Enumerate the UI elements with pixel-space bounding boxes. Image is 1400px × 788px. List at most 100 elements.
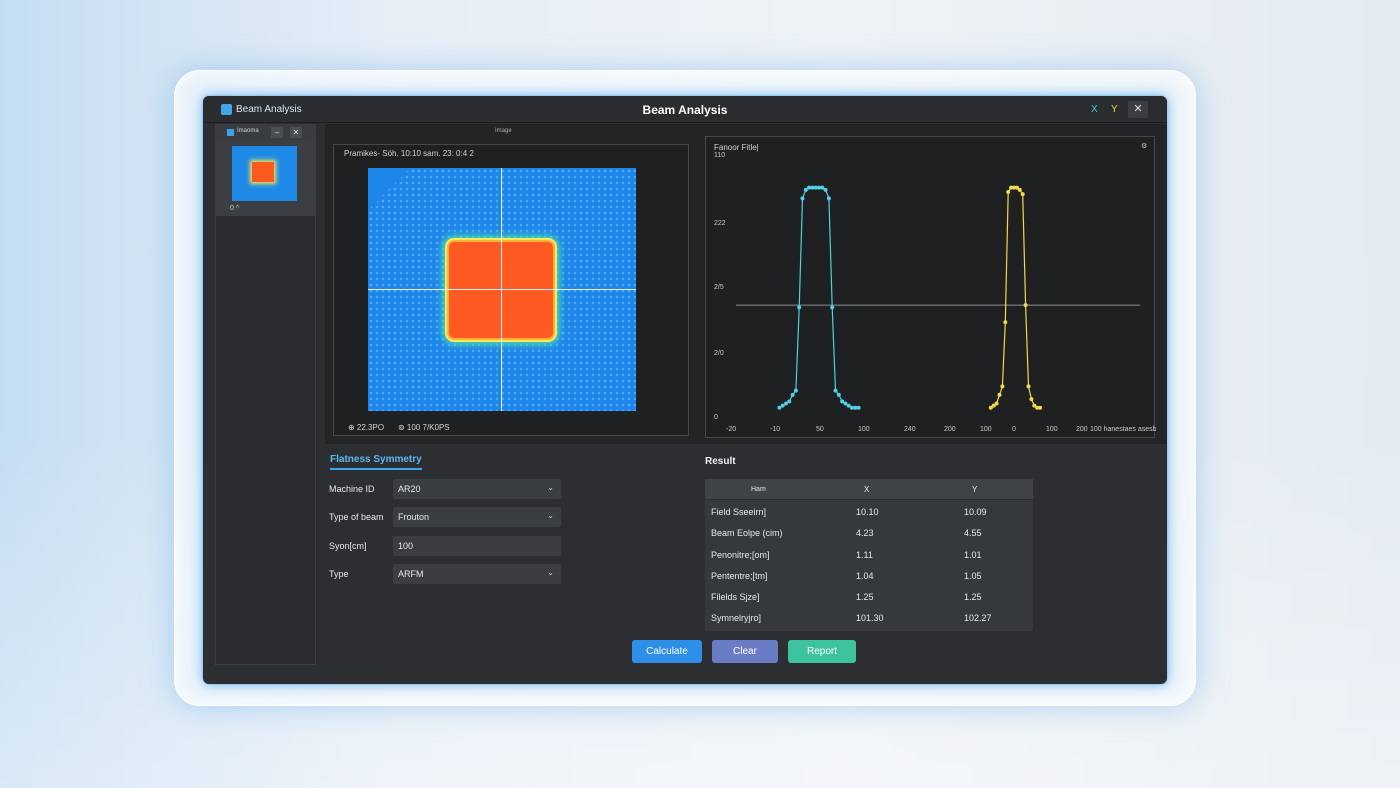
x-tick-label: 200 [944, 426, 956, 433]
data-point [1012, 185, 1016, 190]
data-point [1032, 403, 1037, 408]
app-window: Beam Analysis Beam Analysis X Y ✕ Imaoma… [203, 96, 1167, 684]
data-point [1000, 384, 1005, 389]
table-row: Field Sseeirn] 10.10 10.09 [705, 501, 1033, 522]
x-tick-label: 100 [858, 426, 870, 433]
machine-id-select[interactable]: AR20 ⌄ [393, 479, 561, 499]
close-button[interactable]: ✕ [1128, 101, 1148, 118]
data-point [787, 399, 792, 404]
viewer-area: Image Pramikes- Söh. 10:10 sam. 23: 0:4 … [325, 124, 1167, 444]
data-point [810, 185, 815, 190]
x-axis-toggle[interactable]: X [1091, 104, 1098, 115]
beam-image[interactable] [368, 168, 636, 411]
type-value: ARFM [398, 569, 424, 579]
series-line-2 [990, 187, 1041, 409]
column-header-item: Ham [751, 486, 766, 493]
data-point [1003, 320, 1008, 325]
table-row: Pententre;[tm] 1.04 1.05 [705, 565, 1033, 586]
thumbnail-image [232, 146, 297, 201]
row-y-value: 10.09 [964, 507, 987, 517]
thumbnail-item[interactable]: 0 ^ [216, 140, 315, 216]
row-x-value: 10.10 [856, 507, 879, 517]
plot-title: Fanoor Fitle| [714, 143, 759, 152]
y-axis-toggle[interactable]: Y [1111, 104, 1118, 115]
column-header-x: X [864, 485, 870, 494]
report-button[interactable]: Report [788, 640, 856, 663]
table-row: Beam Eolpe (cim) 4.23 4.55 [705, 522, 1033, 543]
brand: Beam Analysis [221, 104, 302, 115]
data-point [840, 399, 845, 404]
tab-flatness-symmetry[interactable]: Flatness Symmetry [330, 454, 422, 470]
y-tick-label: 2/0 [714, 350, 724, 357]
beam-corner [368, 168, 411, 211]
image-coordinate-readout: ⊕ 22.3PO [348, 423, 385, 432]
close-thumbnail-button[interactable]: ✕ [290, 127, 302, 138]
data-point [790, 392, 795, 397]
row-x-value: 1.25 [856, 592, 874, 602]
data-point [833, 388, 838, 393]
table-row: Symnelryjro] 101.30 102.27 [705, 607, 1033, 628]
thumbnail-header: Imaoma – ✕ [216, 125, 315, 140]
beam-type-select[interactable]: Frouton ⌄ [393, 507, 561, 527]
data-point [1020, 192, 1025, 197]
data-point [807, 185, 812, 190]
data-point [823, 187, 828, 192]
y-tick-label: 0 [714, 414, 718, 421]
series-line-1 [779, 187, 859, 409]
data-point [826, 196, 831, 201]
y-tick-label: 222 [714, 220, 726, 227]
data-point [1038, 405, 1043, 410]
data-point [1014, 185, 1019, 190]
row-x-value: 4.23 [856, 528, 874, 538]
data-point [997, 392, 1002, 397]
app-logo-icon [221, 104, 232, 115]
plot-settings-icon[interactable]: ⚙ [1141, 143, 1148, 150]
data-point [1029, 397, 1034, 402]
x-tick-label: 100 hanestaes asesbers [1090, 426, 1156, 433]
type-label: Type [329, 569, 349, 579]
size-input[interactable]: 100 [393, 536, 561, 556]
image-header: Pramikes- Söh. 10:10 sam. 23: 0:4 2 [344, 149, 474, 158]
analysis-panel: Flatness Symmetry Machine ID AR20 ⌄ Type… [325, 444, 1167, 684]
x-tick-label: -20 [726, 426, 736, 433]
data-point [800, 196, 805, 201]
beam-type-value: Frouton [398, 512, 430, 522]
thumbnail-field [252, 162, 274, 182]
type-select[interactable]: ARFM ⌄ [393, 564, 561, 584]
machine-id-value: AR20 [398, 484, 421, 494]
profile-chart: 110 222 2/5 2/0 0 -20 -10 50 100 240 200 100 0 100 200… [714, 152, 1156, 433]
data-point [850, 405, 854, 410]
data-point [1035, 405, 1040, 410]
x-tick-label: 50 [816, 426, 824, 433]
result-table: Ham X Y Field Sseeirn] 10.10 10.09 Beam … [705, 479, 1033, 631]
profile-plot: 110 222 2/5 2/0 0 -20 -10 50 100 240 200 100 0 100 200… [705, 136, 1156, 438]
minimize-thumbnail-button[interactable]: – [271, 127, 283, 138]
chevron-down-icon: ⌄ [547, 511, 554, 520]
image-value-readout: ⊚ 100 7/K0PS [398, 423, 450, 432]
image-sidebar: Imaoma – ✕ 0 ^ [215, 124, 316, 665]
calculate-button[interactable]: Calculate [632, 640, 702, 663]
data-point [797, 305, 802, 310]
y-tick-label: 110 [714, 152, 725, 159]
size-label: Syon[cm] [329, 541, 367, 551]
row-y-value: 1.05 [964, 571, 982, 581]
data-point [988, 405, 993, 410]
x-tick-label: 100 [1046, 426, 1058, 433]
data-point [803, 187, 808, 192]
row-name: Pententre;[tm] [711, 571, 768, 581]
data-point [1009, 185, 1014, 190]
row-name: Penonitre;[om] [711, 550, 770, 560]
data-point [817, 185, 821, 190]
data-point [853, 405, 858, 410]
data-point [856, 405, 861, 410]
crosshair-vertical[interactable] [501, 168, 502, 411]
row-name: Symnelryjro] [711, 613, 762, 623]
data-point [813, 185, 818, 190]
crosshair-horizontal[interactable] [368, 289, 636, 290]
thumbnail-checkbox[interactable] [227, 129, 234, 136]
x-tick-label: -10 [770, 426, 780, 433]
clear-button[interactable]: Clear [712, 640, 778, 663]
data-point [1006, 189, 1011, 194]
data-point [793, 388, 798, 393]
x-tick-label: 240 [904, 426, 916, 433]
